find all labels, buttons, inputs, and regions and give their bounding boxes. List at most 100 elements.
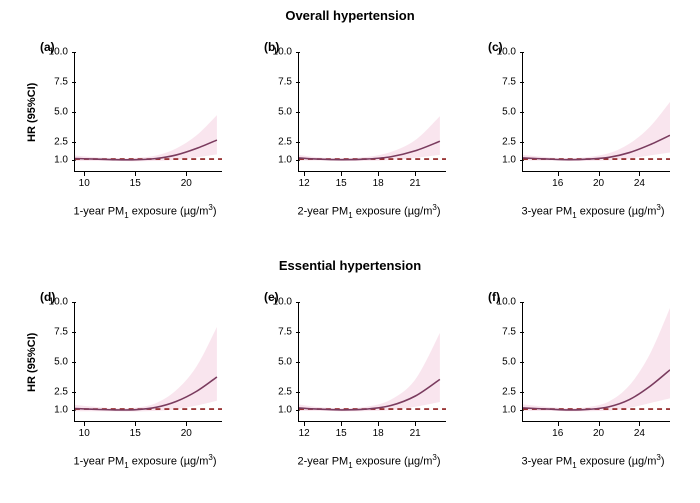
x-tick-label: 16 [552,428,563,439]
x-tick-label: 20 [181,178,192,189]
section-title-essential: Essential hypertension [0,258,700,273]
chart-svg [523,302,670,421]
x-axis-label: 2-year PM1 exposure (µg/m3) [264,453,474,470]
y-tick-label: 1.0 [54,155,68,166]
y-tick-label: 7.5 [54,77,68,88]
panel-c: (c)1.02.55.07.510.01620243-year PM1 expo… [470,36,680,226]
y-tick-label: 10.0 [497,297,516,308]
x-tick-mark [341,422,342,426]
confidence-band [299,116,440,161]
x-tick-mark [378,422,379,426]
x-tick-label: 20 [593,428,604,439]
y-tick-label: 1.0 [502,155,516,166]
x-tick-label: 15 [130,178,141,189]
y-tick-label: 10.0 [273,297,292,308]
x-tick-mark [378,172,379,176]
y-tick-label: 2.5 [278,387,292,398]
y-tick-label: 2.5 [278,137,292,148]
x-tick-mark [639,172,640,176]
panel-d: (d)HR (95%CI)1.02.55.07.510.01015201-yea… [22,286,232,476]
x-tick-label: 10 [79,428,90,439]
x-axis-label: 3-year PM1 exposure (µg/m3) [488,203,698,220]
plot-area [522,52,670,172]
x-ticks: 162024 [522,422,670,452]
confidence-band [75,327,217,411]
x-ticks: 12 15 18 21 [298,422,446,452]
y-tick-label: 1.0 [278,405,292,416]
x-axis-label: 3-year PM1 exposure (µg/m3) [488,453,698,470]
x-tick-label: 16 [552,178,563,189]
y-tick-label: 7.5 [54,327,68,338]
plot-area [74,52,222,172]
y-tick-label: 1.0 [502,405,516,416]
x-tick-label: 24 [634,178,645,189]
x-tick-mark [639,422,640,426]
x-tick-mark [599,172,600,176]
x-tick-mark [341,172,342,176]
confidence-band [523,102,670,161]
x-tick-mark [186,422,187,426]
y-tick-label: 10.0 [49,297,68,308]
y-ticks: 1.02.55.07.510.0 [470,302,520,422]
x-tick-mark [135,172,136,176]
confidence-band [523,308,670,411]
panel-b: (b)1.02.55.07.510.0121518212-year PM1 ex… [246,36,456,226]
chart-svg [75,52,222,171]
y-tick-label: 7.5 [502,77,516,88]
y-tick-label: 7.5 [278,327,292,338]
y-ticks: 1.02.55.07.510.0 [22,52,72,172]
chart-svg [299,302,446,421]
chart-svg [75,302,222,421]
x-ticks: 10 15 20 [74,172,222,202]
x-axis-label: 1-year PM1 exposure (µg/m3) [40,203,250,220]
y-tick-label: 2.5 [502,137,516,148]
panel-e: (e)1.02.55.07.510.0121518212-year PM1 ex… [246,286,456,476]
x-ticks: 101520 [74,422,222,452]
plot-area [298,52,446,172]
x-tick-label: 18 [373,428,384,439]
x-tick-label: 18 [373,178,384,189]
x-tick-mark [415,422,416,426]
y-tick-label: 10.0 [497,47,516,58]
x-axis-label: 1-year PM1 exposure (µg/m3) [40,453,250,470]
y-tick-label: 7.5 [278,77,292,88]
y-tick-label: 5.0 [54,357,68,368]
y-tick-label: 5.0 [278,357,292,368]
chart-svg [523,52,670,171]
x-tick-label: 21 [410,178,421,189]
y-tick-label: 1.0 [278,155,292,166]
x-tick-label: 20 [593,178,604,189]
figure-root: Overall hypertension Essential hypertens… [0,0,700,503]
y-tick-label: 5.0 [502,107,516,118]
y-tick-label: 2.5 [502,387,516,398]
plot-area [298,302,446,422]
x-tick-mark [84,172,85,176]
y-tick-label: 2.5 [54,387,68,398]
panel-a: (a)HR (95%CI)1.02.55.07.510.01015201-yea… [22,36,232,226]
y-ticks: 1.02.55.07.510.0 [246,52,296,172]
x-tick-label: 15 [336,428,347,439]
x-tick-label: 12 [299,428,310,439]
y-tick-label: 10.0 [49,47,68,58]
y-tick-label: 5.0 [278,107,292,118]
x-tick-mark [135,422,136,426]
y-ticks: 1.02.55.07.510.0 [22,302,72,422]
x-tick-label: 20 [181,428,192,439]
y-ticks: 1.02.55.07.510.0 [470,52,520,172]
x-tick-label: 12 [299,178,310,189]
x-ticks: 16 20 24 [522,172,670,202]
y-tick-label: 1.0 [54,405,68,416]
confidence-band [75,115,217,161]
x-tick-label: 10 [79,178,90,189]
x-tick-label: 21 [410,428,421,439]
x-tick-mark [304,422,305,426]
x-tick-mark [415,172,416,176]
x-tick-mark [186,172,187,176]
plot-area [74,302,222,422]
section-title-overall: Overall hypertension [0,8,700,23]
x-tick-mark [558,172,559,176]
y-tick-label: 5.0 [54,107,68,118]
x-tick-mark [84,422,85,426]
y-tick-label: 5.0 [502,357,516,368]
x-axis-label: 2-year PM1 exposure (µg/m3) [264,203,474,220]
